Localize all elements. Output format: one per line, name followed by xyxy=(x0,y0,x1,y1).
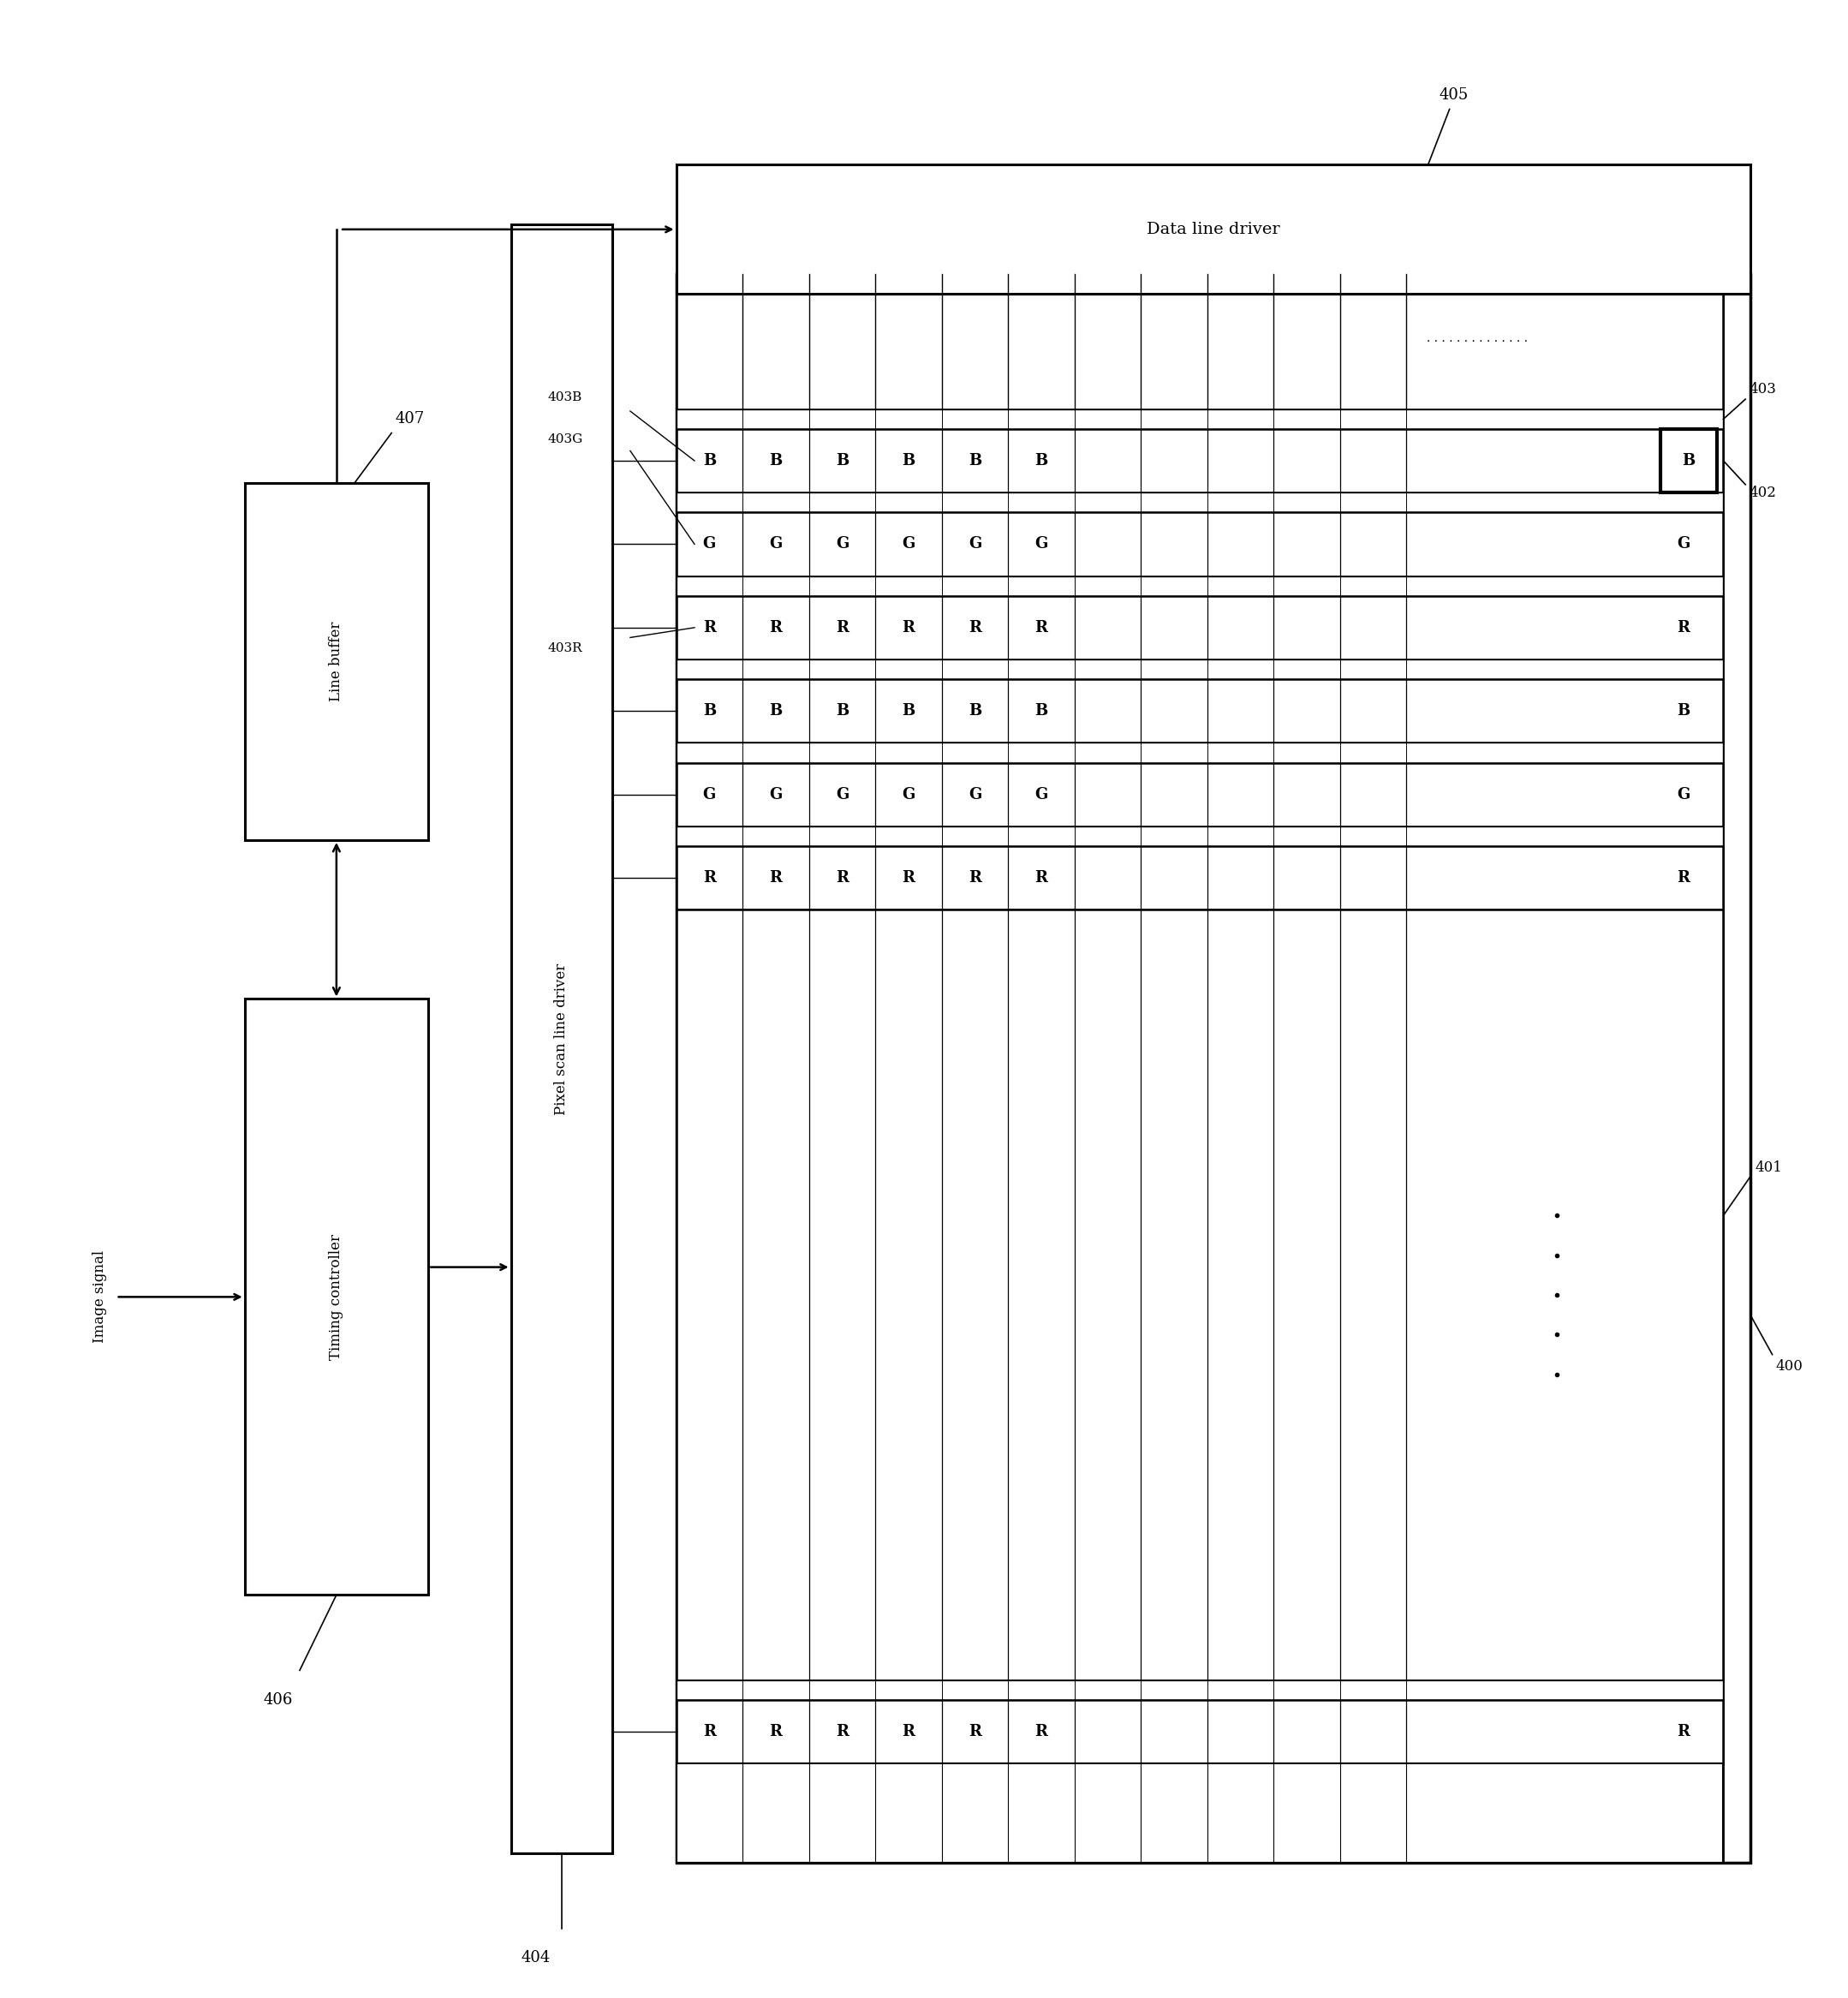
Text: R: R xyxy=(968,619,981,635)
Bar xyxy=(244,484,429,839)
Bar xyxy=(510,224,612,1852)
Bar xyxy=(676,679,1724,743)
Text: Line buffer: Line buffer xyxy=(329,621,344,701)
Bar xyxy=(676,511,1724,575)
Text: B: B xyxy=(1035,703,1048,719)
Bar xyxy=(676,1700,1724,1764)
Bar xyxy=(676,274,1724,410)
Bar xyxy=(676,1680,1724,1700)
Text: Pixel scan line driver: Pixel scan line driver xyxy=(554,963,569,1115)
Bar xyxy=(676,659,1724,679)
Text: R: R xyxy=(968,1724,981,1740)
Text: 403: 403 xyxy=(1748,382,1776,398)
Text: G: G xyxy=(835,787,848,801)
Text: 403B: 403B xyxy=(547,392,582,404)
Text: 402: 402 xyxy=(1748,486,1776,500)
Bar xyxy=(676,274,1724,1862)
Text: B: B xyxy=(702,454,715,468)
Text: B: B xyxy=(769,703,782,719)
Text: G: G xyxy=(769,537,782,551)
Text: R: R xyxy=(835,1724,848,1740)
Text: G: G xyxy=(902,537,915,551)
Bar xyxy=(676,575,1724,595)
Text: R: R xyxy=(902,619,915,635)
Text: Image signal: Image signal xyxy=(92,1251,107,1343)
Text: R: R xyxy=(835,871,848,885)
Text: Timing controller: Timing controller xyxy=(329,1235,344,1361)
Bar xyxy=(676,430,1724,494)
Bar xyxy=(676,743,1724,763)
Text: R: R xyxy=(1678,1724,1689,1740)
Text: G: G xyxy=(1035,787,1048,801)
Bar xyxy=(676,494,1724,511)
Text: 403G: 403G xyxy=(547,434,582,446)
Bar xyxy=(244,999,429,1594)
Text: R: R xyxy=(702,1724,715,1740)
Text: R: R xyxy=(702,871,715,885)
Text: R: R xyxy=(968,871,981,885)
Text: B: B xyxy=(902,454,915,468)
Text: B: B xyxy=(1035,454,1048,468)
Bar xyxy=(676,909,1724,1680)
Bar xyxy=(676,274,1750,1862)
Text: G: G xyxy=(1676,537,1691,551)
Text: B: B xyxy=(968,454,981,468)
Bar xyxy=(676,763,1724,827)
Text: R: R xyxy=(835,619,848,635)
Text: 401: 401 xyxy=(1754,1161,1781,1175)
Text: R: R xyxy=(769,1724,782,1740)
Text: G: G xyxy=(702,537,715,551)
Text: B: B xyxy=(769,454,782,468)
Text: G: G xyxy=(1676,787,1691,801)
Text: 406: 406 xyxy=(262,1692,292,1708)
Text: · · · · · · · · · · · · · ·: · · · · · · · · · · · · · · xyxy=(1427,336,1528,348)
Text: Data line driver: Data line driver xyxy=(1146,222,1281,238)
Text: 407: 407 xyxy=(395,412,425,426)
Text: G: G xyxy=(835,537,848,551)
Bar xyxy=(676,1764,1724,1862)
Text: R: R xyxy=(1035,871,1048,885)
Text: R: R xyxy=(1678,871,1689,885)
Text: R: R xyxy=(769,871,782,885)
Bar xyxy=(1660,430,1717,494)
Text: G: G xyxy=(902,787,915,801)
Text: 400: 400 xyxy=(1776,1359,1804,1375)
Text: R: R xyxy=(1678,619,1689,635)
Text: R: R xyxy=(902,871,915,885)
Text: R: R xyxy=(769,619,782,635)
Text: G: G xyxy=(1035,537,1048,551)
Text: B: B xyxy=(1676,454,1691,468)
Text: G: G xyxy=(968,537,981,551)
Bar xyxy=(676,166,1750,294)
Text: B: B xyxy=(702,703,715,719)
Bar xyxy=(676,410,1724,430)
Text: 403R: 403R xyxy=(547,641,582,653)
Text: B: B xyxy=(1682,454,1695,468)
Text: 404: 404 xyxy=(521,1950,551,1966)
Text: G: G xyxy=(769,787,782,801)
Text: B: B xyxy=(902,703,915,719)
Text: B: B xyxy=(835,454,848,468)
Text: G: G xyxy=(968,787,981,801)
Text: R: R xyxy=(1035,1724,1048,1740)
Text: B: B xyxy=(1676,703,1691,719)
Text: R: R xyxy=(902,1724,915,1740)
Text: R: R xyxy=(702,619,715,635)
Bar xyxy=(676,827,1724,845)
Text: B: B xyxy=(835,703,848,719)
Text: G: G xyxy=(702,787,715,801)
Text: R: R xyxy=(1035,619,1048,635)
Bar xyxy=(676,845,1724,909)
Bar xyxy=(676,595,1724,659)
Text: B: B xyxy=(968,703,981,719)
Text: 405: 405 xyxy=(1440,88,1467,102)
